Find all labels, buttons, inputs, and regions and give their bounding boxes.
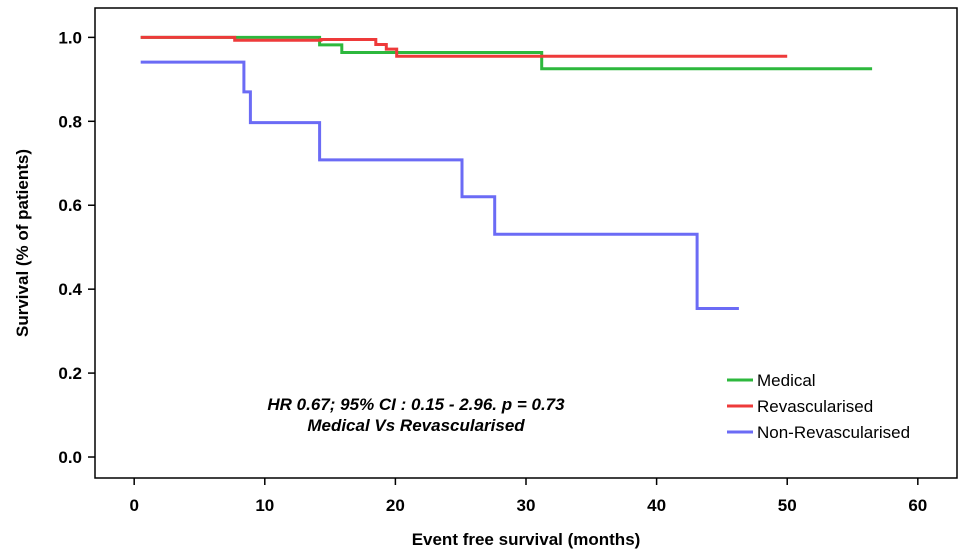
y-tick-label-3: 0.6 [58, 196, 82, 215]
x-tick-label-6: 60 [908, 496, 927, 515]
legend: Medical Revascularised Non-Revascularised [727, 371, 910, 442]
legend-label-revascularised: Revascularised [757, 397, 873, 416]
x-axis-title: Event free survival (months) [412, 530, 641, 549]
annotation-line-2: Medical Vs Revascularised [307, 416, 525, 435]
series-layer [140, 35, 873, 310]
series-line-medical [140, 35, 873, 71]
x-tick-label-3: 30 [517, 496, 536, 515]
x-tick-label-1: 10 [255, 496, 274, 515]
series-line-revascularised [140, 35, 788, 58]
legend-label-medical: Medical [757, 371, 816, 390]
x-tick-label-2: 20 [386, 496, 405, 515]
y-tick-label-5: 1.0 [58, 28, 82, 47]
legend-label-non-revascularised: Non-Revascularised [757, 423, 910, 442]
x-tick-label-0: 0 [129, 496, 138, 515]
y-tick-label-2: 0.4 [58, 280, 82, 299]
annotation-line-1: HR 0.67; 95% CI : 0.15 - 2.96. p = 0.73 [267, 395, 565, 414]
y-axis: 0.0 0.2 0.4 0.6 0.8 1.0 [58, 28, 95, 467]
x-tick-label-4: 40 [647, 496, 666, 515]
y-tick-label-1: 0.2 [58, 364, 82, 383]
series-line-non-revascularised [140, 60, 739, 310]
x-axis: 0 10 20 30 40 50 60 [129, 478, 927, 515]
x-tick-label-5: 50 [778, 496, 797, 515]
y-axis-title: Survival (% of patients) [13, 149, 32, 337]
y-tick-label-4: 0.8 [58, 112, 82, 131]
y-tick-label-0: 0.0 [58, 448, 82, 467]
